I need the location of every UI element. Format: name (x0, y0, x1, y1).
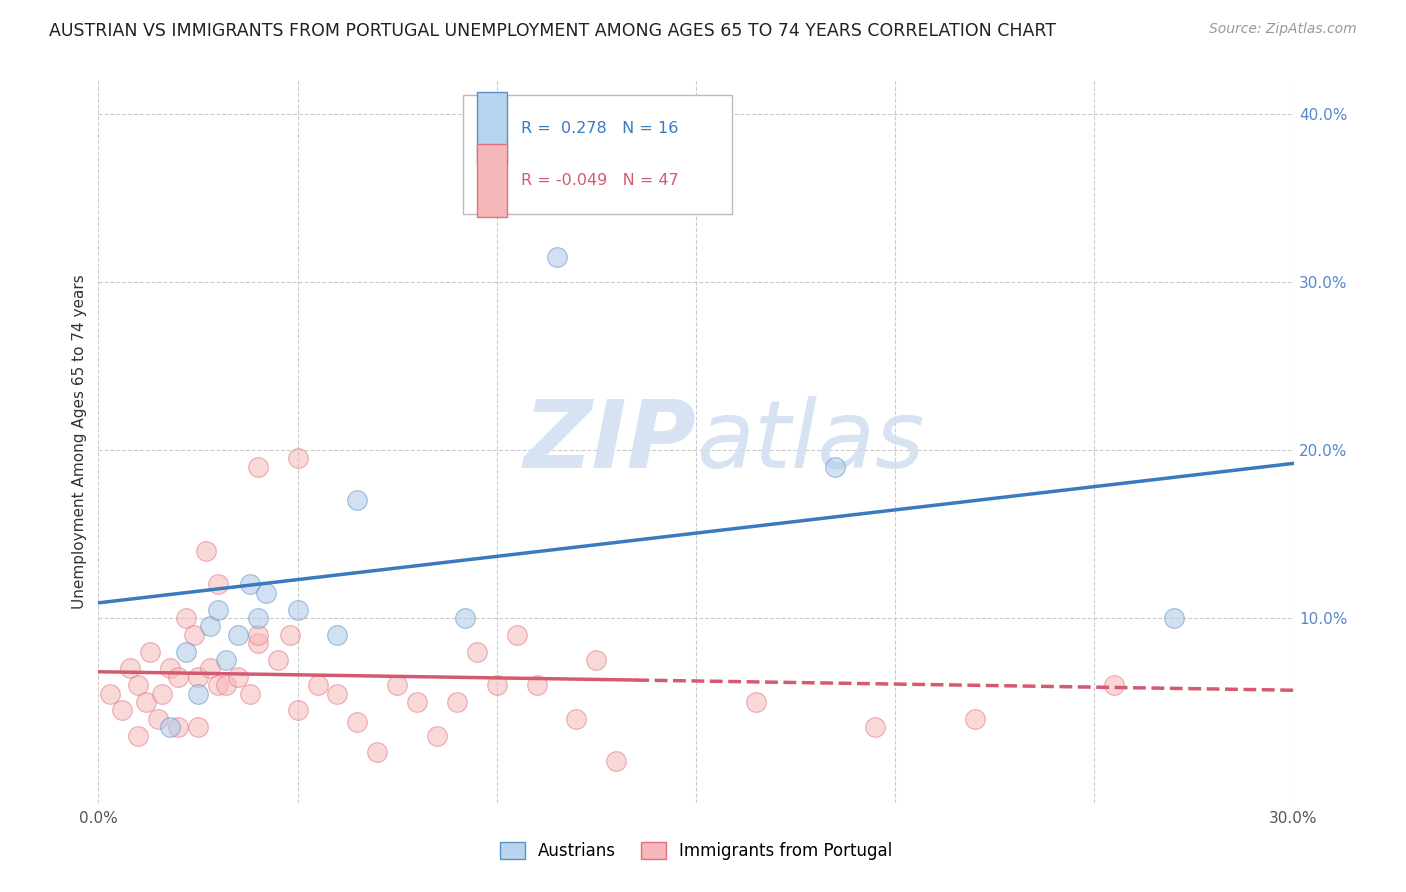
Point (246, 636, 269, 650)
Point (207, 678, 229, 692)
FancyBboxPatch shape (463, 95, 733, 214)
Point (198, 619, 221, 633)
Point (187, 670, 209, 684)
Point (454, 611, 477, 625)
Point (226, 670, 249, 684)
Point (127, 678, 149, 692)
Point (307, 678, 329, 692)
Text: atlas: atlas (696, 396, 924, 487)
Point (287, 703, 309, 717)
Point (565, 712, 588, 726)
Point (385, 678, 409, 692)
Point (745, 695, 768, 709)
Point (326, 628, 349, 642)
Point (159, 661, 181, 675)
Point (485, 678, 508, 692)
Point (267, 653, 290, 667)
Point (246, 459, 269, 474)
Point (546, 250, 568, 264)
Point (120, 661, 142, 675)
Point (207, 602, 229, 616)
Point (865, 720, 887, 734)
Text: Source: ZipAtlas.com: Source: ZipAtlas.com (1209, 22, 1357, 37)
Point (963, 712, 986, 726)
FancyBboxPatch shape (477, 92, 508, 164)
Point (824, 459, 846, 474)
Point (150, 687, 173, 701)
Point (346, 493, 368, 508)
Point (187, 687, 209, 701)
Point (174, 611, 197, 625)
Point (346, 715, 368, 730)
Point (183, 628, 205, 642)
Point (198, 661, 221, 675)
Point (1163, 611, 1185, 625)
Point (167, 670, 190, 684)
Point (426, 729, 449, 743)
Point (111, 703, 134, 717)
Point (366, 745, 388, 759)
Point (506, 628, 529, 642)
Point (246, 611, 269, 625)
Point (326, 687, 349, 701)
Point (465, 644, 488, 658)
FancyBboxPatch shape (477, 145, 508, 217)
Point (406, 695, 429, 709)
Point (526, 678, 548, 692)
Point (1104, 678, 1126, 692)
Point (254, 586, 277, 600)
Point (239, 577, 262, 591)
Point (287, 451, 309, 466)
Point (187, 720, 209, 734)
Legend: Austrians, Immigrants from Portugal: Austrians, Immigrants from Portugal (494, 835, 898, 867)
Point (585, 653, 607, 667)
Text: AUSTRIAN VS IMMIGRANTS FROM PORTUGAL UNEMPLOYMENT AMONG AGES 65 TO 74 YEARS CORR: AUSTRIAN VS IMMIGRANTS FROM PORTUGAL UNE… (49, 22, 1056, 40)
Point (148, 712, 170, 726)
Point (174, 644, 197, 658)
Point (195, 543, 218, 558)
Point (98, 687, 122, 701)
Point (226, 628, 249, 642)
Point (246, 628, 269, 642)
Point (605, 754, 627, 768)
Text: R =  0.278   N = 16: R = 0.278 N = 16 (522, 120, 679, 136)
Point (287, 602, 309, 616)
Point (215, 653, 238, 667)
Text: R = -0.049   N = 47: R = -0.049 N = 47 (522, 173, 679, 188)
Point (127, 729, 149, 743)
Point (446, 695, 468, 709)
Text: ZIP: ZIP (523, 395, 696, 488)
Point (135, 695, 157, 709)
Point (139, 644, 162, 658)
Point (239, 687, 262, 701)
Y-axis label: Unemployment Among Ages 65 to 74 years: Unemployment Among Ages 65 to 74 years (72, 274, 87, 609)
Point (207, 577, 229, 591)
Point (278, 628, 301, 642)
Point (159, 720, 181, 734)
Point (167, 720, 190, 734)
Point (215, 678, 238, 692)
